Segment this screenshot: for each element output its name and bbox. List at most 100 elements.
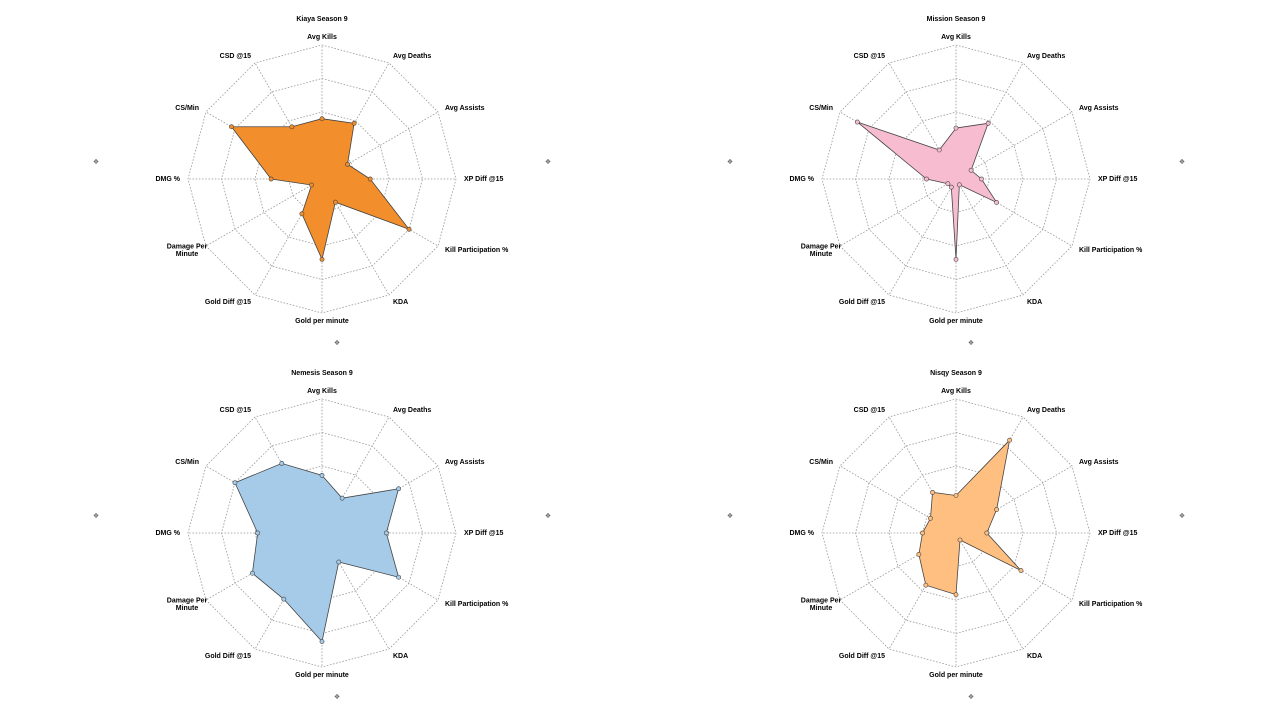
data-point-gold-per-minute <box>953 592 959 598</box>
data-point-avg-kills <box>953 493 959 498</box>
grid-ring <box>187 398 457 668</box>
axis-label-kill-participation: Kill Participation % <box>445 247 509 254</box>
axis-label-cs-min: CS/Min <box>809 105 833 112</box>
data-point-kda <box>957 537 963 543</box>
axis-label-gold-diff-15: Gold Diff @15 <box>839 299 885 306</box>
grid-spoke <box>839 178 957 247</box>
data-point-kill-participation <box>1018 568 1024 573</box>
data-point-damage-per-minute <box>309 182 314 188</box>
data-point-gold-per-minute <box>319 256 325 262</box>
data-point-cs-min <box>854 119 860 125</box>
data-point-gold-diff-15 <box>948 184 954 190</box>
data-point-avg-assists <box>968 167 974 173</box>
data-point-avg-assists <box>345 161 350 167</box>
data-point-xp-diff-15 <box>367 176 373 182</box>
radar-panel-nisqy-season-9: Avg Kills Avg Deaths Avg Assists XP Diff @1… <box>727 370 1185 701</box>
data-point-gold-diff-15 <box>299 211 305 217</box>
data-point-cs-min <box>928 515 933 521</box>
radar-panel-nemesis-season-9: Avg Kills Avg Deaths Avg Assists XP Diff @1… <box>93 370 551 701</box>
series-area <box>918 438 1022 596</box>
axis-label-avg-deaths: Avg Deaths <box>1027 407 1065 414</box>
data-point-kda <box>332 199 338 205</box>
pin-icon: ❖ <box>545 158 551 166</box>
pin-icon: ❖ <box>334 693 340 701</box>
axis-label-xp-diff-15: XP Diff @15 <box>1098 530 1137 537</box>
grid-ring <box>821 398 1091 668</box>
axis-label-dmg: DMG % <box>790 530 815 537</box>
axis-label-gold-per-minute: Gold per minute <box>929 318 983 325</box>
chart-title: Nemesis Season 9 <box>291 370 353 377</box>
data-point-gold-per-minute <box>953 256 959 262</box>
data-point-dmg <box>255 530 261 536</box>
axis-label-csd-15: CSD @15 <box>220 407 251 414</box>
data-point-xp-diff-15 <box>979 176 984 182</box>
series-area <box>234 462 400 643</box>
axis-label-kda: KDA <box>1027 653 1042 660</box>
axis-label-damage-per-minute: Damage Per Minute <box>801 597 842 612</box>
axis-label-avg-kills: Avg Kills <box>307 34 337 41</box>
data-point-damage-per-minute <box>249 570 255 576</box>
data-point-avg-kills <box>319 116 325 122</box>
data-point-dmg <box>920 530 925 536</box>
axis-label-gold-per-minute: Gold per minute <box>295 318 349 325</box>
pin-icon: ❖ <box>1179 512 1185 520</box>
axis-label-dmg: DMG % <box>156 176 181 183</box>
radar-panel-kiaya-season-9: Avg Kills Avg Deaths Avg Assists XP Diff @1… <box>93 16 551 347</box>
axis-label-csd-15: CSD @15 <box>854 53 885 60</box>
data-point-gold-diff-15 <box>923 582 929 588</box>
data-point-avg-deaths <box>985 120 991 126</box>
axis-label-dmg: DMG % <box>156 530 181 537</box>
pin-icon: ❖ <box>968 693 974 701</box>
axis-label-avg-deaths: Avg Deaths <box>393 53 431 60</box>
radar-panel-mission-season-9: Avg Kills Avg Deaths Avg Assists XP Diff @1… <box>727 16 1185 347</box>
axis-label-avg-deaths: Avg Deaths <box>1027 53 1065 60</box>
axis-label-avg-assists: Avg Assists <box>445 459 485 466</box>
axis-label-kill-participation: Kill Participation % <box>1079 601 1143 608</box>
axis-label-gold-diff-15: Gold Diff @15 <box>205 653 251 660</box>
pin-icon: ❖ <box>93 512 99 520</box>
pin-icon: ❖ <box>727 158 733 166</box>
series-area <box>230 118 411 261</box>
axis-label-gold-diff-15: Gold Diff @15 <box>839 653 885 660</box>
data-point-dmg <box>268 176 274 182</box>
data-point-dmg <box>924 176 929 182</box>
data-point-avg-assists <box>994 507 1000 512</box>
data-point-avg-deaths <box>339 495 345 501</box>
grid-ring <box>821 44 1091 314</box>
axis-label-csd-15: CSD @15 <box>220 53 251 60</box>
data-point-damage-per-minute <box>916 552 922 557</box>
axis-label-cs-min: CS/Min <box>175 459 199 466</box>
chart-title: Kiaya Season 9 <box>296 16 347 23</box>
axis-label-cs-min: CS/Min <box>175 105 199 112</box>
axis-label-dmg: DMG % <box>790 176 815 183</box>
axis-label-xp-diff-15: XP Diff @15 <box>1098 176 1137 183</box>
pin-icon: ❖ <box>545 512 551 520</box>
axis-label-gold-diff-15: Gold Diff @15 <box>205 299 251 306</box>
data-point-avg-deaths <box>1007 437 1012 443</box>
pin-icon: ❖ <box>727 512 733 520</box>
axis-label-damage-per-minute: Damage Per Minute <box>167 243 208 258</box>
axis-label-kill-participation: Kill Participation % <box>1079 247 1143 254</box>
data-point-cs-min <box>229 124 234 130</box>
axis-label-avg-kills: Avg Kills <box>307 388 337 395</box>
grid-ring <box>888 465 1024 601</box>
data-point-avg-kills <box>319 472 325 478</box>
series-area <box>857 121 998 260</box>
axis-label-xp-diff-15: XP Diff @15 <box>464 176 503 183</box>
data-point-csd-15 <box>930 489 935 495</box>
data-point-avg-assists <box>396 486 401 492</box>
data-point-kda <box>956 182 962 188</box>
axis-label-csd-15: CSD @15 <box>854 407 885 414</box>
data-point-xp-diff-15 <box>383 530 389 536</box>
axis-label-damage-per-minute: Damage Per Minute <box>167 597 208 612</box>
axis-label-kda: KDA <box>393 299 408 306</box>
chart-title: Mission Season 9 <box>927 16 986 23</box>
axis-label-avg-assists: Avg Assists <box>1079 105 1119 112</box>
axis-label-avg-kills: Avg Kills <box>941 388 971 395</box>
axis-label-gold-per-minute: Gold per minute <box>929 672 983 679</box>
axis-label-cs-min: CS/Min <box>809 459 833 466</box>
data-point-avg-kills <box>953 125 959 131</box>
pin-icon: ❖ <box>334 339 340 347</box>
axis-label-avg-deaths: Avg Deaths <box>393 407 431 414</box>
